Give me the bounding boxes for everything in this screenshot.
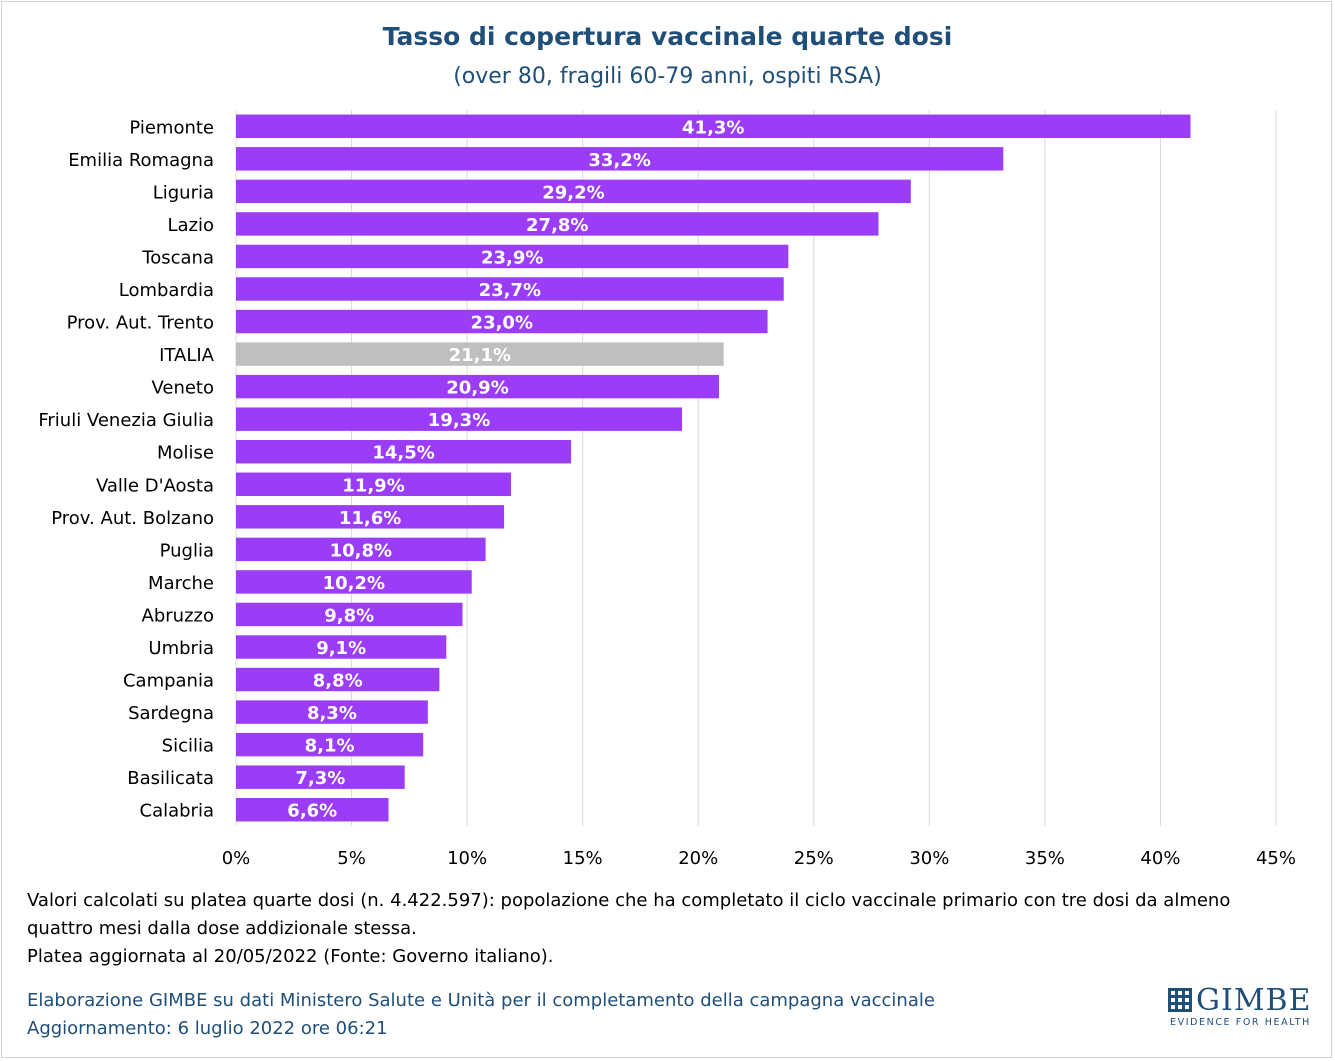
category-label: Lombardia	[119, 280, 214, 301]
category-label: Piemonte	[129, 117, 214, 138]
note-line-3: Platea aggiornata al 20/05/2022 (Fonte: …	[27, 946, 554, 967]
bar	[236, 440, 572, 464]
bar	[236, 407, 683, 431]
bar	[236, 570, 472, 594]
bar-data-label: 19,3%	[428, 410, 490, 431]
bar	[236, 505, 505, 529]
x-tick-label: 30%	[909, 848, 949, 869]
bar-data-label: 10,2%	[323, 573, 385, 594]
category-label: Umbria	[148, 638, 214, 659]
category-label: Sicilia	[162, 736, 214, 757]
bar	[236, 602, 463, 627]
chart-subtitle: (over 80, fragili 60-79 anni, ospiti RSA…	[453, 64, 882, 89]
x-tick-label: 40%	[1140, 848, 1180, 869]
bar	[236, 212, 879, 236]
bar-data-label: 11,9%	[342, 475, 404, 496]
gimbe-grid-logo-icon	[1168, 988, 1192, 1012]
bar	[236, 147, 1004, 171]
category-label: Prov. Aut. Bolzano	[51, 508, 214, 529]
chart-title: Tasso di copertura vaccinale quarte dosi	[382, 22, 953, 51]
credit-line-2: Aggiornamento: 6 luglio 2022 ore 06:21	[27, 1018, 388, 1039]
x-tick-label: 10%	[447, 848, 487, 869]
bar-data-label: 6,6%	[287, 801, 337, 822]
bar	[236, 732, 424, 757]
category-label: Basilicata	[127, 768, 214, 789]
bar-data-label: 9,8%	[324, 605, 374, 626]
category-label: Abruzzo	[142, 605, 214, 626]
bar	[236, 277, 784, 301]
bar-data-label: 27,8%	[526, 215, 588, 236]
bar-data-label: 14,5%	[372, 443, 434, 464]
bar-data-label: 20,9%	[446, 378, 508, 399]
x-tick-label: 0%	[222, 848, 251, 869]
bar-data-label: 8,8%	[313, 671, 363, 692]
bar	[236, 309, 768, 334]
x-tick-label: 15%	[563, 848, 603, 869]
bar-chart: 41,3% 33,2% 29,2% 27,8% 23,9% 23,7% 23,0% 21,1%…	[38, 110, 1296, 869]
x-tick-label: 25%	[794, 848, 834, 869]
bar-data-label: 9,1%	[316, 638, 366, 659]
category-label: Emilia Romagna	[68, 150, 214, 171]
x-tick-label: 45%	[1256, 848, 1296, 869]
category-label: Veneto	[151, 378, 214, 399]
category-label: Calabria	[140, 801, 215, 822]
x-tick-label: 35%	[1025, 848, 1065, 869]
bar-data-label: 23,0%	[471, 313, 533, 334]
note-line-1: Valori calcolati su platea quarte dosi (…	[27, 890, 1231, 911]
bar	[236, 798, 389, 822]
bar	[236, 765, 405, 789]
category-label: Lazio	[167, 215, 214, 236]
bar	[236, 700, 428, 724]
bar-data-label: 10,8%	[330, 540, 392, 561]
bar	[236, 179, 911, 204]
bar-data-label: 23,9%	[481, 247, 543, 268]
bar	[236, 667, 440, 692]
x-tick-label: 20%	[678, 848, 718, 869]
category-label: Marche	[148, 573, 214, 594]
gimbe-logo: GIMBE EVIDENCE FOR HEALTH	[1168, 983, 1312, 1032]
category-label: Sardegna	[128, 703, 214, 724]
credit-line-1: Elaborazione GIMBE su dati Ministero Sal…	[27, 990, 935, 1011]
bar	[236, 244, 789, 269]
bar-data-label: 8,1%	[305, 736, 355, 757]
bar	[236, 635, 447, 659]
bar-data-label: 21,1%	[449, 345, 511, 366]
bar-data-label: 11,6%	[339, 508, 401, 529]
category-label: Friuli Venezia Giulia	[38, 410, 214, 431]
bar-data-label: 7,3%	[295, 768, 345, 789]
x-tick-label: 5%	[337, 848, 366, 869]
bar-data-label: 23,7%	[479, 280, 541, 301]
bar	[236, 342, 724, 366]
logo-tagline: EVIDENCE FOR HEALTH	[1170, 1017, 1311, 1028]
bar	[236, 537, 486, 562]
category-label: Puglia	[160, 540, 214, 561]
bar	[236, 114, 1191, 138]
category-label: Molise	[157, 443, 214, 464]
bar	[236, 374, 720, 399]
category-label: Valle D'Aosta	[96, 475, 214, 496]
bar-data-label: 33,2%	[588, 150, 650, 171]
bar-data-label: 29,2%	[542, 182, 604, 203]
category-label: Liguria	[153, 182, 214, 203]
note-line-2: quattro mesi dalla dose addizionale stes…	[27, 918, 417, 939]
logo-text: GIMBE	[1196, 983, 1312, 1018]
bar	[236, 472, 512, 496]
bar-data-label: 41,3%	[682, 117, 744, 138]
bar-data-label: 8,3%	[307, 703, 357, 724]
category-label: Prov. Aut. Trento	[67, 313, 214, 334]
category-label: ITALIA	[159, 345, 215, 366]
category-label: Campania	[123, 671, 214, 692]
category-label: Toscana	[141, 247, 214, 268]
